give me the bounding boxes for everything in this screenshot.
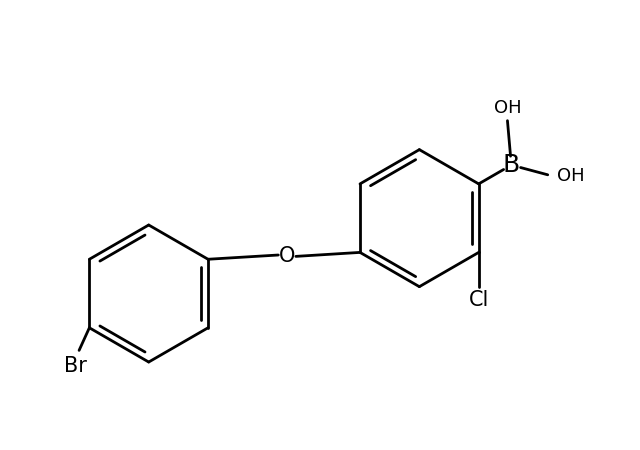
Text: O: O bbox=[279, 246, 295, 266]
Text: OH: OH bbox=[493, 99, 521, 117]
Text: B: B bbox=[502, 153, 520, 177]
Text: OH: OH bbox=[557, 166, 584, 184]
Text: Br: Br bbox=[64, 356, 87, 376]
Text: Cl: Cl bbox=[468, 290, 489, 310]
